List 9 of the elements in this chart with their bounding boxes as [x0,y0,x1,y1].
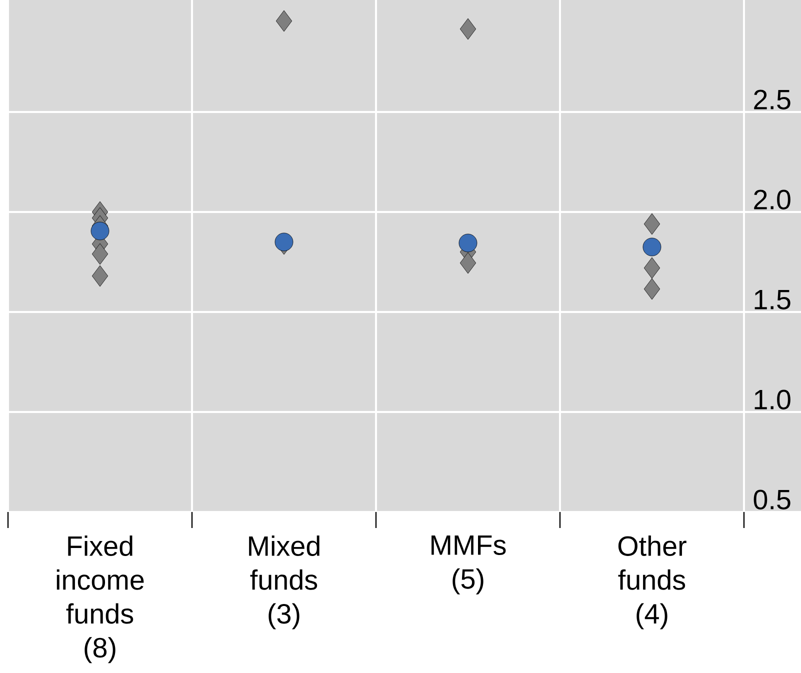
y-tick-label: 2.5 [754,90,790,110]
y-tick-label: 2.0 [754,190,790,210]
y-tick-label: 1.0 [754,390,790,410]
x-tick-label: Other funds (4) [618,536,686,630]
y-tick-label: 1.5 [754,290,790,310]
x-tick-label: MMFs (5) [432,536,506,594]
x-tick-label: Fixed income funds (8) [56,536,144,664]
y-tick-label: 0.5 [754,490,790,510]
x-tick-label: Mixed funds (3) [249,536,320,630]
